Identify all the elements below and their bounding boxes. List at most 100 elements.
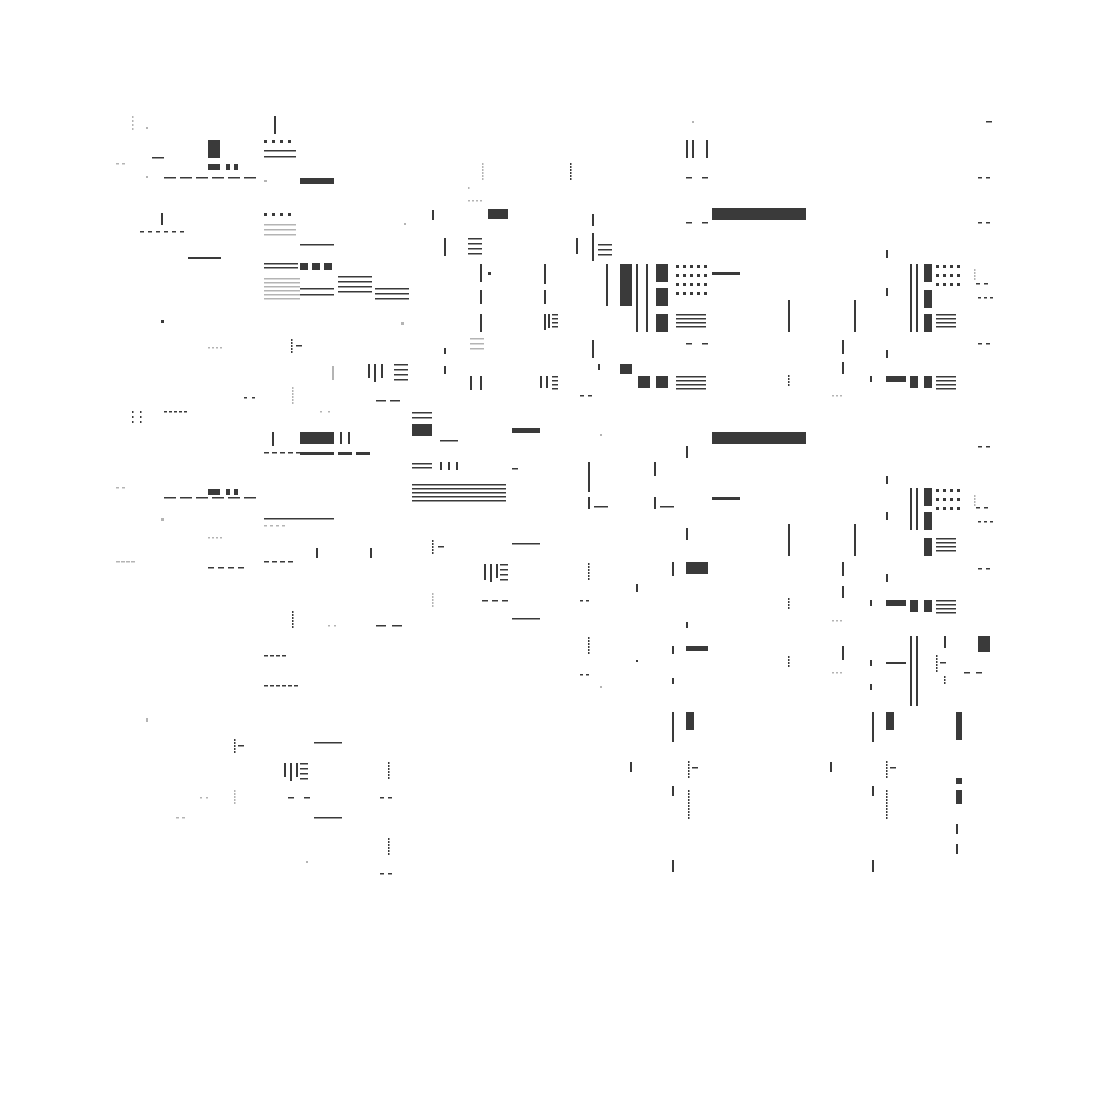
glyph-fragment-104 [184, 411, 187, 413]
glyph-fragment-596 [886, 814, 888, 816]
glyph-fragment-413 [950, 283, 953, 286]
glyph-fragment-490 [990, 521, 993, 523]
glyph-fragment-485 [974, 504, 976, 506]
glyph-fragment-370 [492, 600, 498, 602]
glyph-fragment-223 [482, 166, 484, 168]
glyph-fragment-138 [276, 525, 279, 527]
glyph-fragment-187 [284, 763, 286, 777]
glyph-fragment-460 [712, 432, 806, 444]
glyph-fragment-86 [292, 387, 294, 389]
glyph-fragment-250 [598, 244, 612, 246]
glyph-fragment-429 [924, 314, 932, 332]
glyph-fragment-41 [264, 234, 296, 236]
glyph-fragment-540 [936, 667, 938, 669]
glyph-fragment-482 [974, 495, 976, 497]
glyph-fragment-98 [140, 416, 142, 418]
glyph-fragment-128 [212, 497, 224, 499]
glyph-fragment-197 [388, 771, 390, 773]
glyph-fragment-136 [264, 525, 267, 527]
glyph-fragment-251 [598, 249, 612, 251]
glyph-fragment-44 [264, 263, 298, 265]
glyph-fragment-489 [984, 521, 987, 523]
glyph-fragment-82 [394, 374, 408, 376]
glyph-fragment-547 [944, 682, 946, 684]
glyph-fragment-504 [986, 568, 990, 570]
glyph-fragment-70 [291, 339, 293, 341]
glyph-fragment-526 [788, 659, 790, 661]
glyph-fragment-280 [690, 274, 693, 277]
glyph-fragment-137 [270, 525, 273, 527]
glyph-fragment-326 [412, 463, 432, 465]
glyph-fragment-357 [588, 563, 590, 565]
glyph-fragment-213 [288, 797, 294, 799]
glyph-fragment-196 [388, 768, 390, 770]
glyph-fragment-61 [375, 288, 409, 290]
glyph-fragment-406 [936, 274, 939, 277]
glyph-fragment-501 [672, 562, 674, 576]
glyph-fragment-283 [697, 265, 700, 268]
glyph-fragment-420 [974, 278, 976, 280]
glyph-fragment-511 [870, 600, 872, 606]
glyph-fragment-257 [480, 290, 482, 304]
glyph-fragment-253 [480, 264, 482, 282]
glyph-fragment-113 [280, 452, 285, 454]
glyph-fragment-377 [588, 643, 590, 645]
glyph-fragment-22 [212, 177, 224, 179]
glyph-fragment-210 [234, 796, 236, 798]
glyph-fragment-527 [788, 662, 790, 664]
glyph-fragment-464 [886, 476, 888, 484]
glyph-fragment-262 [552, 314, 558, 316]
glyph-fragment-1 [132, 120, 134, 122]
glyph-fragment-293 [676, 322, 706, 324]
glyph-fragment-551 [840, 672, 842, 674]
glyph-fragment-80 [394, 364, 408, 366]
glyph-fragment-399 [886, 250, 888, 258]
glyph-fragment-462 [978, 446, 982, 448]
glyph-fragment-239 [432, 210, 434, 220]
glyph-fragment-477 [950, 498, 953, 501]
glyph-fragment-517 [936, 608, 956, 610]
glyph-fragment-452 [936, 388, 956, 390]
glyph-fragment-367 [432, 602, 434, 604]
glyph-fragment-530 [870, 660, 872, 666]
glyph-fragment-123 [116, 487, 119, 489]
glyph-fragment-582 [688, 802, 690, 804]
glyph-fragment-329 [448, 462, 450, 470]
glyph-fragment-23 [228, 177, 240, 179]
glyph-fragment-366 [432, 599, 434, 601]
glyph-fragment-193 [300, 778, 308, 780]
glyph-fragment-53 [264, 294, 300, 296]
glyph-fragment-512 [886, 600, 906, 606]
glyph-fragment-532 [910, 636, 912, 706]
glyph-fragment-598 [956, 824, 958, 834]
glyph-fragment-505 [886, 574, 888, 582]
glyph-fragment-222 [482, 163, 484, 165]
glyph-fragment-276 [683, 274, 686, 277]
glyph-fragment-94 [132, 411, 134, 413]
glyph-fragment-72 [291, 345, 293, 347]
glyph-fragment-528 [788, 665, 790, 667]
glyph-fragment-480 [957, 498, 960, 501]
glyph-fragment-166 [376, 625, 386, 627]
glyph-fragment-402 [916, 264, 918, 332]
glyph-fragment-54 [264, 298, 300, 300]
glyph-fragment-160 [292, 617, 294, 619]
glyph-fragment-351 [490, 564, 492, 582]
glyph-fragment-423 [978, 297, 981, 299]
glyph-fragment-347 [432, 549, 434, 551]
glyph-fragment-287 [704, 265, 707, 268]
glyph-fragment-590 [886, 796, 888, 798]
glyph-fragment-105 [320, 411, 322, 413]
glyph-fragment-6 [264, 140, 267, 143]
glyph-fragment-388 [692, 140, 694, 158]
glyph-fragment-134 [161, 518, 164, 521]
glyph-fragment-297 [470, 338, 484, 340]
glyph-fragment-394 [712, 208, 806, 220]
glyph-fragment-275 [683, 265, 686, 268]
glyph-fragment-151 [238, 567, 244, 569]
glyph-fragment-436 [702, 343, 708, 345]
glyph-fragment-219 [176, 817, 179, 819]
glyph-fragment-115 [296, 452, 301, 454]
glyph-fragment-561 [688, 770, 690, 772]
glyph-fragment-340 [654, 497, 656, 509]
